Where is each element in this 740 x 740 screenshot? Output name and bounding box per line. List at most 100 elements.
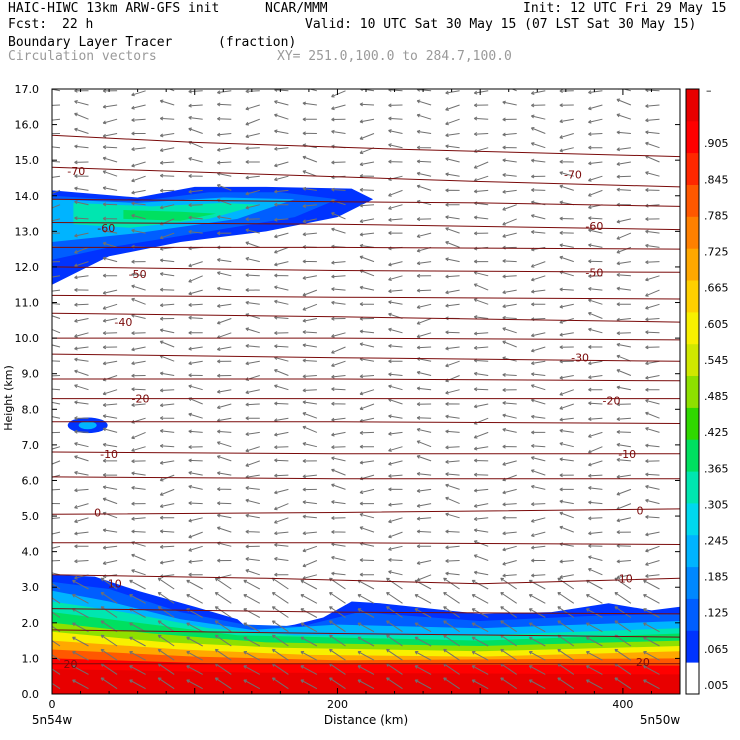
vector-arrow	[502, 204, 517, 211]
vector-arrow	[217, 487, 232, 492]
vector-arrow	[502, 158, 517, 163]
vector-arrow	[274, 202, 289, 207]
vector-arrow	[217, 429, 232, 434]
contour-line	[52, 629, 680, 638]
vector-arrow	[559, 574, 574, 579]
vector-arrow	[52, 275, 61, 278]
vector-arrow	[74, 346, 89, 351]
vector-arrow	[473, 488, 489, 493]
vector-arrow	[359, 460, 375, 465]
vector-arrow	[614, 677, 632, 690]
vector-arrow	[243, 636, 261, 647]
vector-arrow	[159, 188, 175, 193]
vector-arrow	[445, 558, 460, 563]
vector-arrow	[271, 648, 289, 661]
vector-arrow	[502, 401, 517, 405]
vector-arrow	[102, 473, 118, 478]
vector-arrow	[245, 557, 260, 562]
vector-arrow	[502, 173, 517, 178]
colorbar-swatch	[686, 534, 699, 568]
vector-arrow	[302, 218, 318, 224]
vector-arrow	[331, 445, 346, 450]
vector-arrow	[52, 261, 61, 263]
vector-arrow	[559, 230, 574, 235]
vector-arrow	[386, 677, 403, 690]
vector-arrow	[645, 260, 660, 265]
vector-arrow	[245, 431, 260, 436]
contour-label: 0	[94, 507, 101, 520]
vector-arrow	[52, 582, 61, 590]
vector-arrow	[74, 384, 89, 391]
vector-arrow	[52, 360, 61, 362]
vector-arrow	[445, 571, 460, 576]
vector-arrow	[159, 173, 175, 178]
vector-arrow	[645, 188, 660, 193]
y-tick-label: 1.0	[22, 652, 40, 665]
vector-arrow	[159, 443, 175, 448]
vector-arrow	[388, 103, 403, 108]
vector-arrow	[159, 416, 175, 421]
vector-arrow	[531, 545, 546, 550]
vector-arrow	[74, 470, 89, 476]
contour-line	[52, 421, 680, 424]
vector-arrow	[645, 411, 660, 419]
vector-arrow	[357, 622, 375, 633]
vector-arrow	[74, 100, 89, 106]
vector-arrow	[188, 545, 203, 552]
vector-arrow	[100, 620, 118, 633]
vector-arrow	[388, 446, 403, 452]
vector-arrow	[502, 117, 517, 122]
vector-arrow	[329, 648, 346, 661]
vector-arrow	[530, 469, 546, 476]
vector-arrow	[359, 255, 375, 263]
vector-arrow	[216, 318, 232, 325]
vector-arrow	[445, 257, 460, 263]
vector-arrow	[274, 572, 289, 577]
vector-arrow	[443, 606, 460, 618]
vector-arrow	[331, 431, 346, 437]
vector-arrow	[359, 302, 375, 307]
vector-arrow	[530, 332, 546, 338]
vector-arrow	[52, 146, 61, 149]
vector-arrow	[502, 289, 517, 295]
vector-arrow	[102, 485, 118, 490]
vector-arrow	[588, 298, 603, 305]
vector-arrow	[473, 554, 489, 561]
vector-arrow	[102, 104, 118, 109]
vector-arrow	[131, 313, 146, 319]
vector-arrow	[52, 344, 61, 348]
vector-arrow	[217, 359, 232, 364]
vector-arrow	[416, 332, 432, 339]
vector-arrow	[559, 133, 574, 139]
vector-arrow	[331, 274, 346, 279]
vector-arrow	[102, 186, 118, 191]
vector-arrow	[416, 273, 432, 278]
vector-arrow	[445, 445, 460, 450]
vector-arrow	[559, 417, 574, 422]
vector-arrow	[188, 127, 203, 134]
vector-arrow	[473, 175, 489, 182]
vector-arrow	[502, 531, 517, 536]
vector-arrow	[52, 502, 61, 505]
vector-arrow	[616, 232, 632, 240]
vector-arrow	[100, 592, 118, 604]
x-end-location: 5n50w	[640, 713, 681, 727]
vector-arrow	[643, 579, 660, 590]
vector-arrow	[302, 412, 318, 419]
tracer-fill	[52, 186, 680, 694]
vector-arrow	[473, 189, 489, 194]
vector-arrow	[559, 511, 574, 519]
vector-arrow	[530, 346, 546, 353]
vector-arrow	[331, 104, 346, 111]
vector-arrow	[530, 114, 546, 120]
vector-arrow	[473, 103, 489, 108]
vector-arrow	[588, 543, 603, 548]
vector-arrow	[52, 416, 61, 419]
vector-arrow	[531, 573, 546, 578]
colorbar-swatch	[686, 407, 699, 440]
vector-arrow	[131, 373, 146, 378]
vector-arrow	[159, 529, 175, 534]
vector-arrow	[530, 517, 546, 523]
vector-arrow	[74, 429, 89, 434]
colorbar-label: .485	[704, 390, 729, 403]
